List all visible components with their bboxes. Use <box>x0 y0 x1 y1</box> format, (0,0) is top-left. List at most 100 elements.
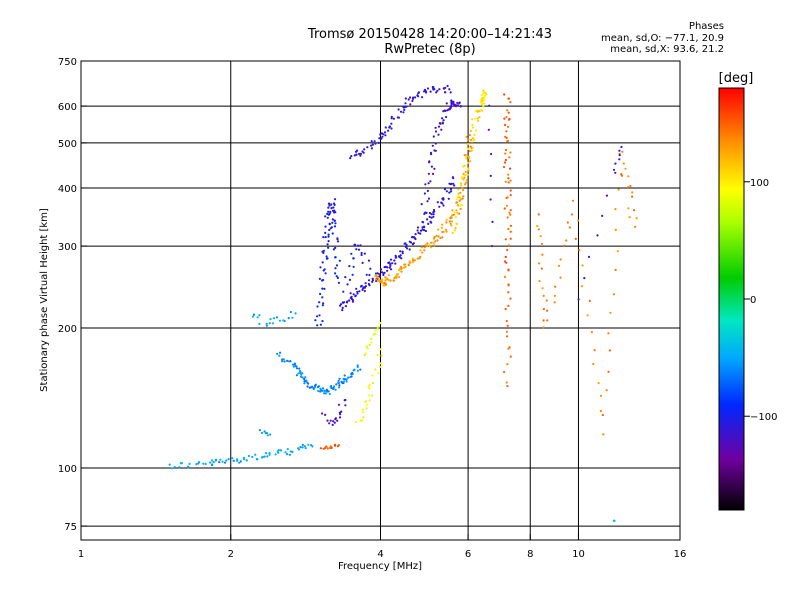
data-point <box>509 101 512 104</box>
x-tick-label: 8 <box>527 549 533 560</box>
data-point <box>374 142 377 145</box>
data-point <box>505 136 508 139</box>
data-point <box>597 382 600 385</box>
data-point <box>396 273 399 276</box>
data-point <box>507 347 510 350</box>
data-point <box>326 216 329 219</box>
data-point <box>333 203 336 206</box>
data-point <box>231 457 234 460</box>
data-point <box>431 144 434 147</box>
data-point <box>321 320 324 323</box>
data-point <box>376 272 379 275</box>
data-point <box>450 220 454 223</box>
data-point <box>365 273 368 276</box>
data-point <box>386 266 389 269</box>
data-point <box>432 213 435 216</box>
data-point <box>628 216 631 219</box>
data-point <box>437 125 441 128</box>
data-point <box>281 360 284 363</box>
data-point <box>631 191 634 194</box>
data-point <box>358 290 361 293</box>
y-tick-label: 500 <box>58 139 77 150</box>
data-point <box>457 194 460 197</box>
data-point <box>366 347 369 350</box>
data-point <box>427 182 430 185</box>
data-point <box>448 88 451 91</box>
data-point <box>452 213 455 216</box>
data-point <box>379 348 382 351</box>
data-point <box>506 363 509 366</box>
data-point <box>375 275 378 278</box>
data-point <box>450 105 453 108</box>
data-point <box>430 216 433 219</box>
data-point <box>356 290 359 293</box>
data-point <box>319 323 322 326</box>
data-point <box>360 253 363 257</box>
data-point <box>344 276 347 279</box>
data-point <box>468 133 471 137</box>
data-point <box>599 394 603 397</box>
data-point <box>238 461 241 464</box>
data-point <box>357 248 361 251</box>
data-point <box>258 322 261 325</box>
data-point <box>325 445 328 448</box>
data-point <box>634 225 637 228</box>
data-point <box>426 200 429 203</box>
data-point <box>503 370 506 374</box>
data-point <box>469 145 472 148</box>
data-point <box>218 461 221 464</box>
data-point <box>364 352 367 355</box>
data-point <box>509 167 512 170</box>
data-point <box>337 379 340 382</box>
data-point <box>272 317 276 320</box>
x-axis-label: Frequency [MHz] <box>338 561 422 572</box>
data-point <box>369 267 372 270</box>
data-point <box>411 261 414 264</box>
data-point <box>168 463 171 466</box>
data-point <box>426 218 429 221</box>
data-point <box>507 304 510 307</box>
data-point <box>481 102 484 106</box>
data-point <box>352 265 355 268</box>
data-point <box>453 211 456 214</box>
data-point <box>324 272 327 275</box>
data-point <box>336 419 339 422</box>
data-point <box>559 276 562 279</box>
data-point <box>403 266 406 269</box>
data-point <box>432 86 435 89</box>
data-point <box>404 97 407 100</box>
data-point <box>504 238 507 241</box>
data-point <box>324 413 327 416</box>
data-point <box>465 155 468 158</box>
data-point <box>265 432 268 435</box>
data-point <box>360 251 363 255</box>
data-point <box>401 252 404 255</box>
data-point <box>506 384 509 388</box>
colorbar-ticks: 100 0 −100 <box>744 178 777 423</box>
data-point <box>414 233 417 236</box>
data-point <box>326 447 329 450</box>
data-point <box>586 314 589 317</box>
data-point <box>542 308 546 311</box>
data-point <box>179 462 182 465</box>
data-point <box>453 229 457 232</box>
data-point <box>434 130 438 133</box>
data-point <box>612 293 616 296</box>
data-point <box>482 89 485 92</box>
data-point <box>287 317 290 320</box>
data-point <box>629 184 632 188</box>
data-point <box>490 244 494 248</box>
data-point <box>363 148 366 151</box>
data-point <box>324 236 327 239</box>
data-point <box>266 455 269 458</box>
data-point <box>433 235 436 239</box>
data-point <box>313 386 316 389</box>
data-point <box>596 234 599 237</box>
data-point <box>389 264 392 267</box>
data-point <box>434 240 437 243</box>
data-point <box>465 181 468 184</box>
data-point <box>383 266 386 269</box>
data-point <box>353 243 356 246</box>
data-point <box>414 237 417 241</box>
data-point <box>318 314 321 317</box>
